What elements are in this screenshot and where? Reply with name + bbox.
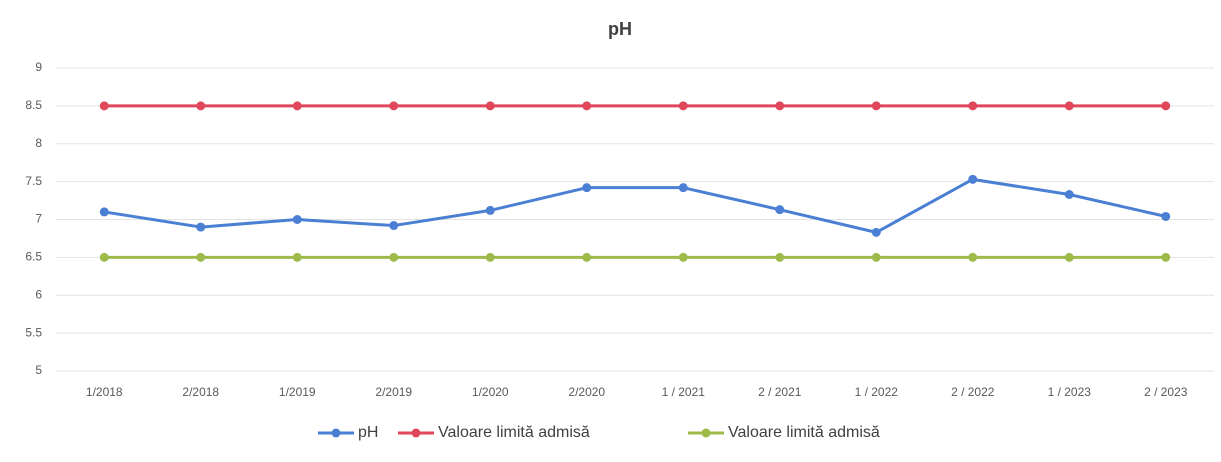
data-point	[1161, 101, 1171, 111]
data-point	[968, 101, 978, 111]
data-point	[1064, 101, 1074, 111]
data-point	[196, 222, 206, 232]
y-tick-label: 9	[35, 60, 42, 74]
data-point	[582, 252, 592, 262]
data-point	[99, 252, 109, 262]
data-point	[485, 205, 495, 215]
legend-marker	[701, 428, 711, 438]
data-point	[968, 252, 978, 262]
data-point	[99, 101, 109, 111]
x-tick-label: 1 / 2023	[1048, 385, 1092, 399]
x-tick-label: 2 / 2022	[951, 385, 995, 399]
legend-label: Valoare limită admisă	[728, 424, 880, 441]
legend-marker	[331, 428, 341, 438]
data-point	[292, 252, 302, 262]
data-point	[1161, 252, 1171, 262]
data-point	[871, 227, 881, 237]
data-point	[1064, 252, 1074, 262]
data-point	[582, 101, 592, 111]
data-point	[196, 101, 206, 111]
data-point	[582, 183, 592, 193]
legend-label: pH	[358, 424, 378, 441]
y-tick-label: 5	[35, 363, 42, 377]
data-point	[1161, 211, 1171, 221]
x-tick-label: 1 / 2021	[662, 385, 706, 399]
y-tick-label: 7	[35, 212, 42, 226]
data-point	[678, 183, 688, 193]
legend-label: Valoare limită admisă	[438, 424, 590, 441]
y-tick-label: 5.5	[25, 325, 42, 339]
x-tick-label: 2 / 2021	[758, 385, 802, 399]
y-tick-label: 7.5	[25, 174, 42, 188]
data-point	[485, 252, 495, 262]
y-tick-label: 8	[35, 136, 42, 150]
x-tick-label: 2 / 2023	[1144, 385, 1188, 399]
x-tick-label: 2/2020	[568, 385, 605, 399]
data-point	[389, 221, 399, 231]
data-point	[485, 101, 495, 111]
y-tick-label: 8.5	[25, 98, 42, 112]
data-point	[775, 101, 785, 111]
x-tick-label: 1/2019	[279, 385, 316, 399]
data-point	[678, 252, 688, 262]
series-line	[104, 177, 1167, 234]
data-point	[871, 252, 881, 262]
x-tick-label: 2/2019	[375, 385, 412, 399]
data-point	[871, 101, 881, 111]
data-point	[678, 101, 688, 111]
chart-title: pH	[608, 19, 632, 39]
data-point	[389, 101, 399, 111]
x-tick-label: 1 / 2022	[855, 385, 899, 399]
data-point	[99, 207, 109, 217]
y-tick-label: 6	[35, 287, 42, 301]
data-point	[775, 252, 785, 262]
data-point	[775, 205, 785, 215]
x-tick-label: 1/2018	[86, 385, 123, 399]
data-point	[389, 252, 399, 262]
data-point	[196, 252, 206, 262]
data-point	[1064, 190, 1074, 200]
x-tick-label: 2/2018	[182, 385, 219, 399]
y-tick-label: 6.5	[25, 250, 42, 264]
data-point	[292, 215, 302, 224]
legend-marker	[411, 428, 421, 438]
data-point	[968, 174, 978, 184]
x-tick-label: 1/2020	[472, 385, 509, 399]
data-point	[292, 101, 302, 111]
